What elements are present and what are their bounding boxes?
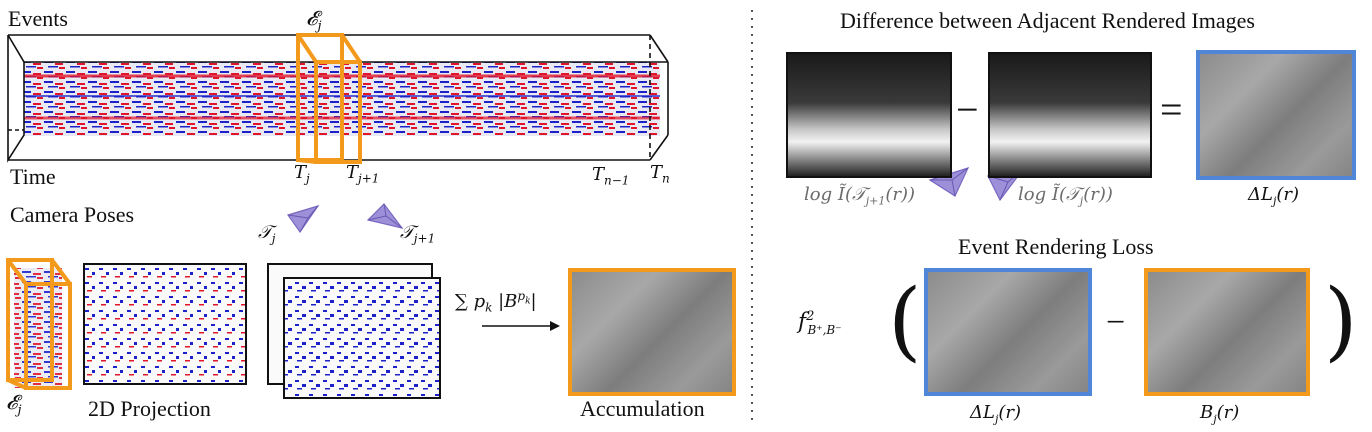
time-window-box bbox=[296, 33, 362, 164]
difference-image bbox=[1196, 50, 1356, 180]
tick-t-n: Tn bbox=[650, 162, 670, 186]
right-title: Difference between Adjacent Rendered Ima… bbox=[840, 8, 1255, 33]
small-window-label: 𝓔j bbox=[6, 390, 22, 418]
camera-icon bbox=[287, 204, 320, 234]
camera-icon bbox=[366, 203, 404, 229]
pose-label-j-plus-1: 𝒯j+1 bbox=[400, 222, 436, 246]
accumulation-label: Accumulation bbox=[580, 396, 705, 421]
pose-label-j: 𝒯j bbox=[258, 222, 276, 246]
projection-label: 2D Projection bbox=[88, 396, 211, 421]
caption-b-j: Bj(r) bbox=[1200, 402, 1240, 426]
camera-poses-label: Camera Poses bbox=[10, 202, 135, 227]
projection-image bbox=[83, 263, 247, 385]
projection-image-front bbox=[283, 277, 441, 399]
events-label: Events bbox=[8, 6, 68, 31]
loss-function-f: f2B⁺,B⁻ bbox=[798, 309, 842, 337]
caption-delta-l-bottom: ΔLj(r) bbox=[970, 402, 1022, 426]
caption-delta-l-top: ΔLj(r) bbox=[1248, 184, 1300, 208]
rendered-image-j bbox=[988, 52, 1152, 178]
time-label: Time bbox=[10, 164, 56, 189]
accumulated-events-image bbox=[1144, 268, 1310, 396]
small-time-window-box bbox=[6, 258, 72, 390]
close-paren: ) bbox=[1324, 271, 1358, 371]
caption-log-j-plus-1: log Ĩ(𝒯j+1(r)) bbox=[804, 184, 916, 208]
caption-log-j: log Ĩ(𝒯j(r)) bbox=[1018, 184, 1113, 208]
sum-formula: ∑ pk |Bpk| bbox=[455, 289, 537, 315]
minus-sign: − bbox=[956, 87, 979, 132]
window-label: 𝓔j bbox=[306, 6, 322, 34]
equals-sign: = bbox=[1160, 87, 1183, 132]
tick-t-j-plus-1: Tj+1 bbox=[346, 162, 380, 186]
delta-l-image bbox=[924, 268, 1092, 396]
tick-t-j: Tj bbox=[294, 162, 310, 186]
loss-minus-sign: − bbox=[1106, 304, 1126, 341]
rendered-image-j-plus-1 bbox=[786, 52, 952, 178]
loss-title: Event Rendering Loss bbox=[958, 234, 1154, 259]
accumulation-image bbox=[568, 268, 736, 396]
open-paren: ( bbox=[888, 271, 922, 371]
tick-t-n-minus-1: Tn−1 bbox=[592, 164, 630, 188]
